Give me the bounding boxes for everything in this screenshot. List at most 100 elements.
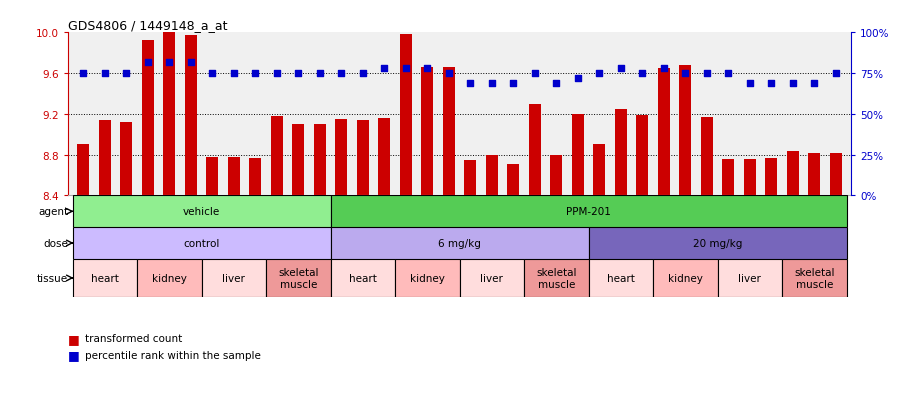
Bar bbox=[529, 104, 541, 196]
Point bbox=[807, 80, 822, 87]
Bar bbox=[73, 228, 330, 259]
Text: PPM-201: PPM-201 bbox=[566, 207, 611, 217]
Bar bbox=[743, 159, 755, 196]
Bar bbox=[571, 114, 583, 196]
Bar bbox=[658, 69, 670, 196]
Point bbox=[743, 80, 757, 87]
Bar bbox=[271, 116, 283, 196]
Text: vehicle: vehicle bbox=[183, 207, 220, 217]
Bar bbox=[551, 155, 562, 196]
Bar bbox=[460, 259, 524, 297]
Point bbox=[785, 80, 800, 87]
Text: liver: liver bbox=[480, 273, 503, 283]
Bar bbox=[765, 158, 777, 196]
Bar bbox=[330, 196, 846, 228]
Text: heart: heart bbox=[91, 273, 118, 283]
Bar bbox=[443, 68, 455, 196]
Bar bbox=[330, 259, 395, 297]
Point bbox=[764, 80, 779, 87]
Text: liver: liver bbox=[738, 273, 762, 283]
Point bbox=[97, 71, 112, 77]
Bar bbox=[589, 228, 846, 259]
Bar bbox=[524, 259, 589, 297]
Bar bbox=[701, 118, 713, 196]
Point bbox=[721, 71, 735, 77]
Point bbox=[227, 71, 241, 77]
Point bbox=[356, 71, 370, 77]
Point bbox=[700, 71, 714, 77]
Bar bbox=[330, 228, 589, 259]
Point bbox=[506, 80, 521, 87]
Text: skeletal
muscle: skeletal muscle bbox=[278, 268, 318, 289]
Text: liver: liver bbox=[222, 273, 245, 283]
Bar bbox=[808, 153, 820, 196]
Point bbox=[377, 66, 391, 72]
Bar bbox=[137, 259, 201, 297]
Bar bbox=[421, 68, 433, 196]
Bar bbox=[718, 259, 782, 297]
Bar bbox=[228, 157, 239, 196]
Text: GDS4806 / 1449148_a_at: GDS4806 / 1449148_a_at bbox=[68, 19, 228, 32]
Text: 6 mg/kg: 6 mg/kg bbox=[438, 238, 481, 248]
Point bbox=[162, 59, 177, 66]
Text: percentile rank within the sample: percentile rank within the sample bbox=[85, 350, 260, 360]
Point bbox=[549, 80, 563, 87]
Point bbox=[678, 71, 693, 77]
Bar bbox=[207, 157, 218, 196]
Text: skeletal
muscle: skeletal muscle bbox=[536, 268, 577, 289]
Point bbox=[420, 66, 435, 72]
Bar bbox=[486, 155, 498, 196]
Bar bbox=[395, 259, 460, 297]
Point bbox=[205, 71, 219, 77]
Bar bbox=[782, 259, 846, 297]
Bar bbox=[201, 259, 266, 297]
Bar bbox=[99, 121, 111, 196]
Point bbox=[312, 71, 327, 77]
Text: transformed count: transformed count bbox=[85, 334, 182, 344]
Point bbox=[484, 80, 499, 87]
Bar bbox=[142, 41, 154, 196]
Point bbox=[635, 71, 650, 77]
Bar bbox=[723, 159, 734, 196]
Text: heart: heart bbox=[349, 273, 377, 283]
Bar bbox=[73, 196, 330, 228]
Bar bbox=[589, 259, 653, 297]
Text: ■: ■ bbox=[68, 332, 80, 345]
Bar bbox=[399, 35, 411, 196]
Text: 20 mg/kg: 20 mg/kg bbox=[693, 238, 743, 248]
Bar bbox=[615, 109, 627, 196]
Bar bbox=[292, 125, 304, 196]
Text: ■: ■ bbox=[68, 349, 80, 362]
Point bbox=[571, 75, 585, 82]
Point bbox=[291, 71, 306, 77]
Bar bbox=[636, 116, 648, 196]
Bar bbox=[73, 259, 137, 297]
Point bbox=[248, 71, 263, 77]
Bar bbox=[593, 145, 605, 196]
Text: kidney: kidney bbox=[668, 273, 703, 283]
Point bbox=[399, 66, 413, 72]
Point bbox=[441, 71, 456, 77]
Text: heart: heart bbox=[607, 273, 635, 283]
Bar bbox=[464, 160, 476, 196]
Point bbox=[463, 80, 478, 87]
Text: control: control bbox=[183, 238, 219, 248]
Point bbox=[119, 71, 134, 77]
Text: agent: agent bbox=[38, 207, 68, 217]
Point bbox=[334, 71, 349, 77]
Bar bbox=[336, 120, 348, 196]
Point bbox=[828, 71, 843, 77]
Text: tissue: tissue bbox=[37, 273, 68, 283]
Point bbox=[184, 59, 198, 66]
Bar bbox=[164, 33, 176, 196]
Bar bbox=[787, 151, 799, 196]
Point bbox=[613, 66, 628, 72]
Bar bbox=[77, 145, 89, 196]
Bar bbox=[830, 153, 842, 196]
Bar bbox=[653, 259, 718, 297]
Text: kidney: kidney bbox=[410, 273, 445, 283]
Bar bbox=[249, 158, 261, 196]
Text: dose: dose bbox=[44, 238, 68, 248]
Bar bbox=[185, 36, 197, 196]
Text: kidney: kidney bbox=[152, 273, 187, 283]
